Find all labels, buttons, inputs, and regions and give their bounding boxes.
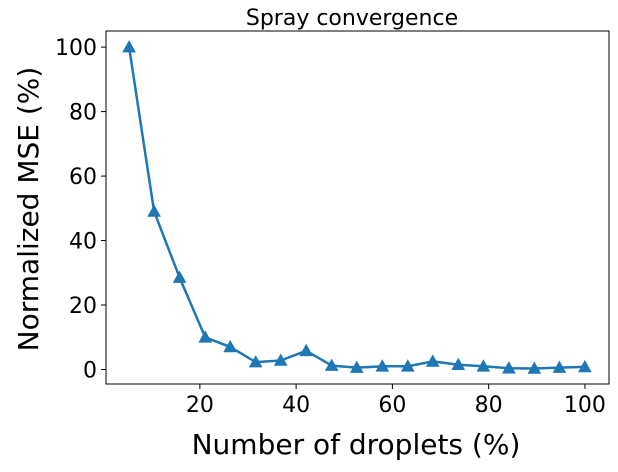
data-point <box>198 330 213 343</box>
data-point <box>375 359 390 372</box>
x-axis-label: Number of droplets (%) <box>192 428 521 461</box>
y-tick-label: 40 <box>69 230 97 255</box>
y-axis-label: Normalized MSE (%) <box>12 67 45 352</box>
plot-frame <box>105 30 610 385</box>
y-tick-label: 100 <box>55 36 97 61</box>
data-point <box>248 355 263 368</box>
chart-title: Spray convergence <box>246 6 458 31</box>
y-tick-label: 60 <box>69 165 97 190</box>
ticks: 20 40 60 80 100 0 20 40 60 80 100 <box>55 36 606 418</box>
data-point <box>578 359 592 373</box>
x-tick-label: 20 <box>186 393 214 418</box>
y-tick-label: 80 <box>69 101 97 126</box>
data-point <box>223 339 238 353</box>
data-point <box>324 358 339 371</box>
data-point <box>476 359 491 372</box>
data-point <box>147 204 161 217</box>
y-tick-label: 0 <box>83 358 97 383</box>
data-point <box>349 360 364 373</box>
data-series <box>122 40 592 374</box>
x-tick-label: 80 <box>475 393 503 418</box>
data-point <box>527 361 542 374</box>
x-tick-label: 60 <box>378 393 406 418</box>
data-point <box>172 270 187 283</box>
data-point <box>425 354 440 367</box>
series-line <box>127 46 585 370</box>
data-point <box>400 359 415 372</box>
data-point <box>502 361 516 374</box>
y-tick-label: 20 <box>69 294 97 319</box>
x-tick-label: 40 <box>282 393 310 418</box>
data-point <box>299 343 314 357</box>
x-tick-label: 100 <box>564 393 606 418</box>
data-point <box>451 357 466 370</box>
data-point <box>273 353 288 366</box>
data-point <box>122 40 136 53</box>
data-point <box>552 360 567 373</box>
